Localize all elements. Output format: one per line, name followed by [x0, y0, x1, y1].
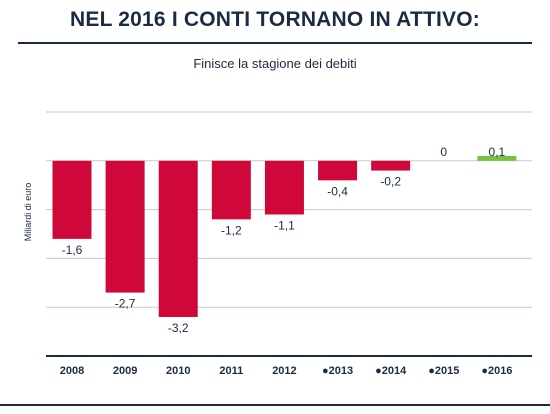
- bar-4: [264, 160, 304, 215]
- value-label-2: -3,2: [168, 321, 189, 335]
- x-tick-label-6: ●2014: [375, 365, 407, 377]
- value-labels: -1,6 -2,7 -3,2 -1,2 -1,1 -0,4 -0,2 0 0,1: [62, 145, 506, 335]
- x-tick-label-1: 2009: [113, 365, 137, 377]
- value-label-6: -0,2: [380, 175, 401, 189]
- bottom-divider: [0, 404, 550, 406]
- value-label-8: 0,1: [489, 145, 506, 159]
- bar-1: [105, 160, 145, 293]
- chart-subtitle: Finisce la stagione dei debiti: [193, 56, 357, 71]
- x-tick-labels: 2008 2009 2010 2011 2012 ●2013 ●2014 ●2015 ●2016: [60, 365, 513, 377]
- bar-0: [52, 160, 92, 239]
- x-tick-label-3: 2011: [219, 365, 243, 377]
- x-tick-label-2: 2010: [166, 365, 190, 377]
- bar-3: [211, 160, 251, 220]
- value-label-0: -1,6: [62, 243, 83, 257]
- x-tick-label-7: ●2015: [428, 365, 459, 377]
- value-label-1: -2,7: [115, 297, 136, 311]
- bar-5: [318, 160, 358, 181]
- y-axis-label: Miliardi di euro: [23, 183, 33, 242]
- value-label-4: -1,1: [274, 218, 295, 232]
- bars: [52, 155, 517, 317]
- x-tick-label-0: 2008: [60, 365, 84, 377]
- title-divider: [18, 42, 532, 44]
- bar-2: [158, 160, 198, 317]
- value-label-5: -0,4: [327, 184, 348, 198]
- page-title: NEL 2016 I CONTI TORNANO IN ATTIVO:: [70, 8, 480, 31]
- value-label-3: -1,2: [221, 223, 242, 237]
- value-label-7: 0: [440, 145, 447, 159]
- bar-8: [477, 155, 517, 161]
- x-tick-label-4: 2012: [272, 365, 296, 377]
- x-tick-label-5: ●2013: [322, 365, 353, 377]
- x-tick-label-8: ●2016: [481, 365, 512, 377]
- bar-6: [371, 160, 411, 171]
